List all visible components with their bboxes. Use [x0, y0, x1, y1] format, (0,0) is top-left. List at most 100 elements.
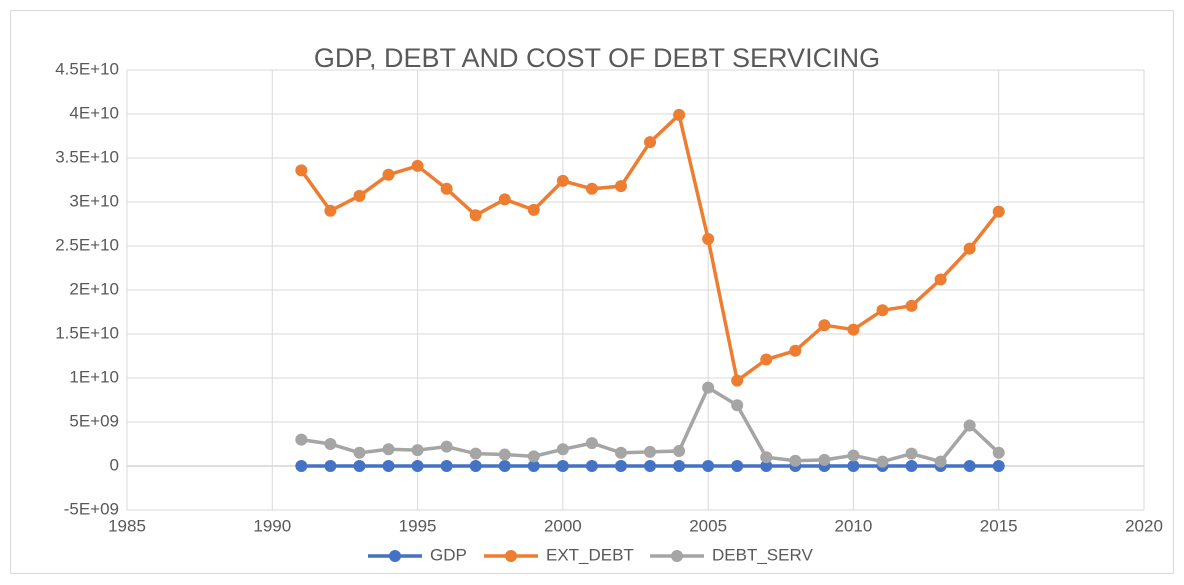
data-point [673, 108, 686, 121]
data-point [324, 438, 337, 450]
legend-marker [389, 550, 401, 562]
data-point [585, 437, 598, 450]
data-point [295, 433, 308, 446]
data-point [527, 203, 540, 216]
x-tick-label: 1985 [108, 516, 146, 535]
data-point [934, 455, 947, 468]
data-point [644, 445, 657, 458]
data-point [295, 164, 308, 177]
data-point [905, 447, 918, 460]
legend-label: EXT_DEBT [546, 545, 634, 564]
data-point [411, 444, 424, 457]
data-point [760, 451, 773, 464]
data-point [731, 399, 744, 412]
data-point [353, 460, 366, 472]
data-point [934, 273, 947, 286]
y-tick-label: -5E+09 [64, 499, 119, 518]
data-point [498, 448, 511, 461]
data-point [876, 304, 889, 317]
y-tick-label: 2E+10 [69, 279, 119, 298]
data-point [382, 443, 395, 456]
x-tick-label: 1995 [399, 516, 437, 535]
data-point [353, 446, 366, 459]
data-point [644, 460, 657, 472]
data-point [353, 189, 366, 202]
y-tick-label: 0 [110, 455, 119, 474]
data-point [847, 323, 860, 336]
data-point [614, 446, 627, 459]
x-tick-label: 1990 [253, 516, 291, 535]
data-point [440, 440, 453, 453]
y-tick-label: 3E+10 [69, 191, 119, 210]
data-point [992, 460, 1005, 472]
data-point [963, 242, 976, 255]
data-point [905, 460, 918, 472]
legend-marker [505, 550, 517, 562]
data-point [992, 205, 1005, 218]
y-tick-label: 4.5E+10 [55, 59, 119, 78]
y-tick-label: 1E+10 [69, 367, 119, 386]
data-point [295, 460, 308, 472]
data-point [556, 174, 569, 187]
x-tick-label: 2000 [544, 516, 582, 535]
data-point [818, 453, 831, 466]
data-point [382, 460, 395, 472]
data-point [789, 344, 802, 357]
data-point [963, 419, 976, 432]
data-point [847, 460, 860, 472]
data-point [498, 193, 511, 206]
data-point [905, 299, 918, 312]
data-point [527, 460, 540, 472]
data-point [614, 180, 627, 193]
data-point [527, 450, 540, 463]
data-point [585, 182, 598, 195]
data-point [992, 446, 1005, 459]
data-point [789, 454, 802, 467]
legend-marker [671, 550, 683, 562]
legend-label: DEBT_SERV [712, 545, 813, 564]
data-point [760, 353, 773, 366]
data-point [469, 447, 482, 460]
data-point [702, 232, 715, 245]
data-point [644, 136, 657, 149]
x-tick-label: 2010 [835, 516, 873, 535]
data-point [876, 455, 889, 468]
chart-border [10, 10, 1174, 574]
data-point [818, 319, 831, 332]
data-point [382, 168, 395, 181]
data-point [585, 460, 598, 472]
y-tick-label: 2.5E+10 [55, 235, 119, 254]
y-tick-label: 3.5E+10 [55, 147, 119, 166]
data-point [702, 381, 715, 394]
x-tick-label: 2015 [980, 516, 1018, 535]
data-point [324, 460, 337, 472]
y-tick-label: 4E+10 [69, 103, 119, 122]
data-point [411, 159, 424, 172]
data-point [556, 460, 569, 472]
data-point [673, 460, 686, 472]
y-tick-label: 5E+09 [69, 411, 119, 430]
data-point [498, 460, 511, 472]
data-point [673, 445, 686, 458]
chart-title: GDP, DEBT AND COST OF DEBT SERVICING [314, 43, 880, 73]
data-point [469, 460, 482, 472]
data-point [963, 460, 976, 472]
data-point [760, 460, 773, 472]
data-point [411, 460, 424, 472]
data-point [731, 374, 744, 387]
data-point [731, 460, 744, 472]
data-point [556, 443, 569, 456]
data-point [440, 182, 453, 195]
data-point [324, 204, 337, 217]
data-point [440, 460, 453, 472]
data-point [702, 460, 715, 472]
data-point [469, 209, 482, 222]
data-point [614, 460, 627, 472]
legend-label: GDP [430, 545, 467, 564]
x-tick-label: 2020 [1125, 516, 1163, 535]
data-point [847, 449, 860, 462]
y-tick-label: 1.5E+10 [55, 323, 119, 342]
x-tick-label: 2005 [689, 516, 727, 535]
